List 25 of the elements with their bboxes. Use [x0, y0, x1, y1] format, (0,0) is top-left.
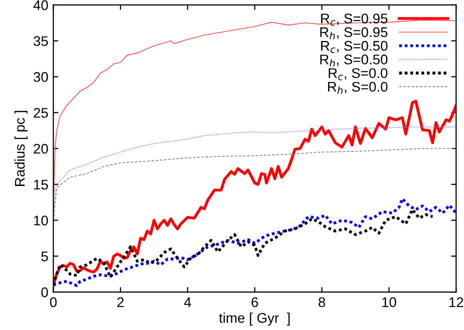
y-tick-label: 0	[41, 287, 48, 298]
x-tick-label: 8	[318, 297, 326, 308]
y-tick-label: 30	[34, 72, 48, 82]
legend-label: R$_{c}$, S=0.0	[328, 68, 388, 80]
legend-label: R$_{h}$, S=0.0	[328, 82, 388, 94]
y-tick-label: 15	[34, 180, 48, 190]
y-tick-label: 35	[34, 36, 48, 46]
y-tick-label: 20	[34, 144, 48, 154]
legend-label: R$_{h}$, S=0.50	[320, 54, 388, 67]
x-tick-label: 2	[117, 297, 124, 307]
y-tick-label: 10	[34, 216, 48, 226]
line-series	[53, 100, 456, 286]
x-tick-label: 12	[449, 297, 464, 307]
x-tick-label: 6	[252, 297, 258, 308]
line-series	[53, 197, 456, 287]
y-tick-label: 40	[33, 0, 48, 10]
y-axis-title: Radius [ pc ]	[14, 110, 28, 186]
x-axis-title: time [ Gyr ]	[219, 312, 290, 326]
x-tick-label: 10	[382, 297, 396, 308]
y-tick-label: 25	[34, 108, 48, 118]
legend-label: R$_{h}$, S=0.95	[320, 27, 388, 40]
legend-label: R$_{c}$, S=0.50	[321, 40, 388, 54]
x-tick-label: 0	[50, 297, 57, 308]
y-tick-label: 5	[41, 252, 48, 262]
x-tick-label: 4	[184, 297, 192, 307]
